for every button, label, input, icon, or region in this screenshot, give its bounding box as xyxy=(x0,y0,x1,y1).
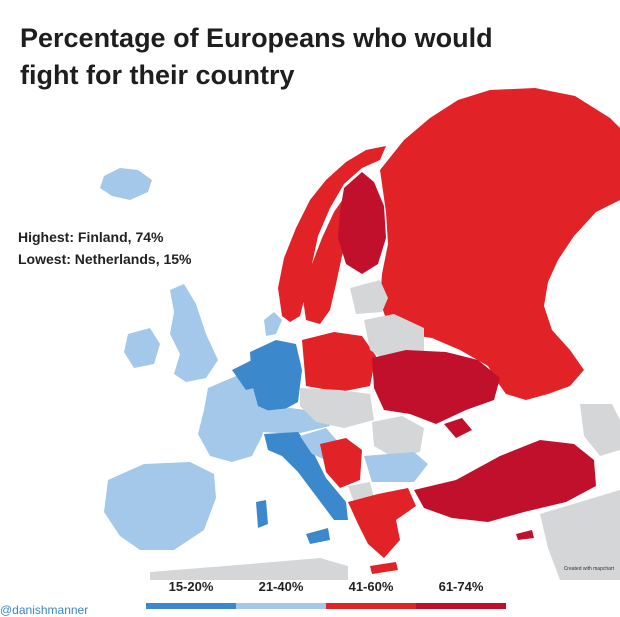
crete xyxy=(370,562,398,574)
great-britain xyxy=(170,284,218,382)
legend-swatch-2 xyxy=(236,603,326,609)
caucasus xyxy=(580,404,620,456)
western-balkans xyxy=(320,438,362,488)
europe-map xyxy=(0,88,620,580)
ukraine xyxy=(372,350,500,424)
legend-swatch-3 xyxy=(326,603,416,609)
lowest-fact: Lowest: Netherlands, 15% xyxy=(18,251,192,267)
legend-label-2: 21-40% xyxy=(258,579,304,594)
greece xyxy=(348,488,416,558)
legend: 15-20% 21-40% 41-60% 61-74% xyxy=(146,579,506,611)
iceland xyxy=(100,168,152,200)
baltic-states xyxy=(350,280,388,314)
russia xyxy=(380,88,620,400)
france xyxy=(198,376,268,462)
north-africa xyxy=(150,558,348,580)
finland xyxy=(338,172,386,274)
bulgaria xyxy=(364,452,428,482)
romania xyxy=(372,416,424,458)
legend-labels: 15-20% 21-40% 41-60% 61-74% xyxy=(146,579,506,595)
turkey xyxy=(414,440,596,522)
ireland xyxy=(124,328,160,368)
highest-fact: Highest: Finland, 74% xyxy=(18,229,164,245)
crimea xyxy=(444,418,472,438)
middle-east xyxy=(540,490,620,580)
legend-swatch-1 xyxy=(146,603,236,609)
author-handle: @danishmanner xyxy=(0,603,89,617)
italy xyxy=(264,432,348,520)
legend-label-1: 15-20% xyxy=(168,579,214,594)
legend-label-3: 41-60% xyxy=(348,579,394,594)
legend-color-bar xyxy=(146,603,506,609)
map-credit: Created with mapchart xyxy=(563,566,614,572)
germany xyxy=(250,340,302,414)
map-title: Percentage of Europeans who would fight … xyxy=(20,20,580,94)
poland xyxy=(302,332,376,392)
legend-label-4: 61-74% xyxy=(438,579,484,594)
norway xyxy=(278,146,386,322)
central-europe xyxy=(300,388,374,428)
title-line-1: Percentage of Europeans who would xyxy=(20,23,493,53)
title-line-2: fight for their country xyxy=(20,60,295,90)
legend-swatch-4 xyxy=(416,603,506,609)
sicily xyxy=(306,528,330,544)
denmark xyxy=(264,312,282,336)
sardinia xyxy=(256,500,268,528)
cyprus xyxy=(516,530,534,540)
highlight-facts: Highest: Finland, 74% Lowest: Netherland… xyxy=(18,226,192,270)
iberia xyxy=(104,462,216,550)
